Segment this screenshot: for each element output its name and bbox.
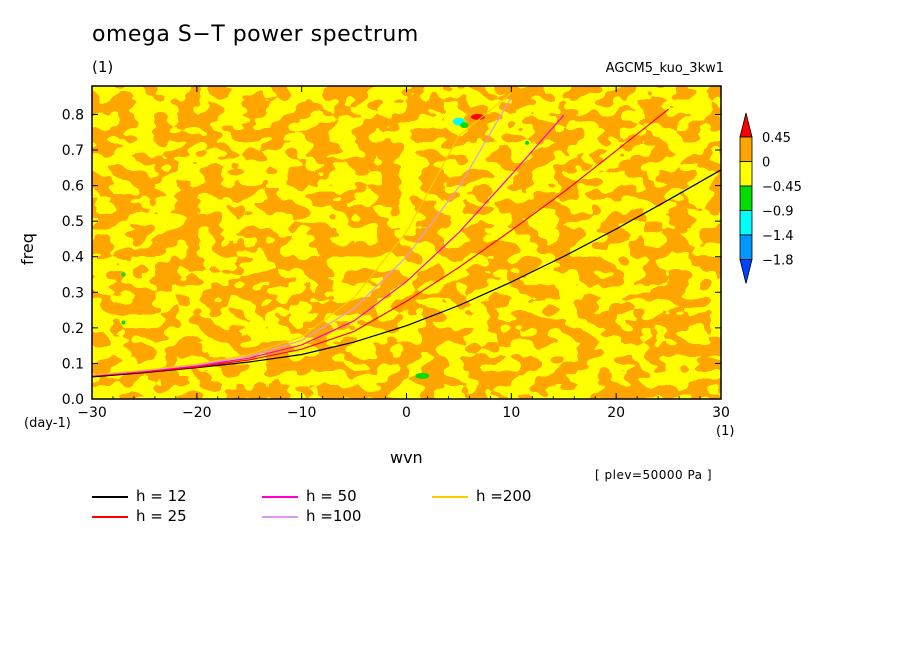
dispersion-curve <box>92 114 565 377</box>
x-tick-label: −10 <box>287 405 317 421</box>
contour-spot <box>121 272 126 277</box>
contour-orange-regions <box>92 86 721 399</box>
colorbar-label: −0.9 <box>762 205 794 220</box>
colorbar-box <box>739 210 753 236</box>
dispersion-curve <box>92 108 669 377</box>
legend-item: h = 25 <box>92 507 187 525</box>
legend-label: h =200 <box>476 487 532 505</box>
legend-item: h = 50 <box>262 487 357 505</box>
dispersion-curve <box>92 92 512 376</box>
colorbar-bottom-arrow <box>739 259 753 284</box>
x-axis-unit: (1) <box>716 424 735 439</box>
legend-item: h = 12 <box>92 487 187 505</box>
x-tick-label: 0 <box>402 405 411 421</box>
y-tick-label: 0.3 <box>62 285 84 301</box>
colorbar-box <box>739 161 753 187</box>
y-axis-unit: (day-1) <box>24 416 71 431</box>
y-tick-label: 0.0 <box>62 392 84 408</box>
x-tick-label: 10 <box>502 405 520 421</box>
colorbar-label: 0 <box>762 156 770 171</box>
y-tick-label: 0.5 <box>62 214 84 230</box>
x-tick-label: −30 <box>77 405 107 421</box>
legend-swatch <box>432 495 468 498</box>
x-tick-label: 30 <box>712 405 730 421</box>
legend-label: h =100 <box>306 507 362 525</box>
colorbar-top-arrow <box>739 112 753 138</box>
y-tick-label: 0.1 <box>62 356 84 372</box>
legend-label: h = 12 <box>136 487 187 505</box>
x-tick-label: −20 <box>182 405 212 421</box>
colorbar-label: 0.45 <box>762 131 791 146</box>
colorbar-box <box>739 234 753 260</box>
y-tick-label: 0.8 <box>62 107 84 123</box>
dispersion-curve <box>92 169 721 378</box>
legend-label: h = 50 <box>306 487 357 505</box>
legend-label: h = 25 <box>136 507 187 525</box>
run-name: AGCM5_kuo_3kw1 <box>605 61 724 76</box>
contour-spot <box>121 320 126 325</box>
legend-swatch <box>92 515 128 518</box>
colorbar-box <box>739 185 753 211</box>
contour-spot <box>470 113 485 120</box>
plev-label: [ plev=50000 Pa ] <box>595 468 713 482</box>
legend-item: h =200 <box>432 487 531 505</box>
legend-swatch <box>262 515 298 518</box>
unit-label: (1) <box>92 58 114 76</box>
colorbar-box <box>739 136 753 162</box>
contour-spot <box>415 372 430 379</box>
colorbar-label: −1.8 <box>762 254 794 269</box>
x-tick-label: 20 <box>607 405 625 421</box>
y-tick-label: 0.2 <box>62 321 84 337</box>
legend-swatch <box>92 495 128 498</box>
chart-title: omega S−T power spectrum <box>92 22 419 47</box>
contour-spot <box>525 140 530 145</box>
contour-spot <box>460 122 469 129</box>
colorbar-label: −0.45 <box>762 180 802 195</box>
legend-swatch <box>262 495 298 498</box>
y-tick-label: 0.6 <box>62 179 84 195</box>
y-tick-label: 0.7 <box>62 143 84 159</box>
y-tick-label: 0.4 <box>62 250 84 266</box>
x-axis-label: wvn <box>390 448 423 467</box>
colorbar-label: −1.4 <box>762 229 794 244</box>
legend-item: h =100 <box>262 507 361 525</box>
